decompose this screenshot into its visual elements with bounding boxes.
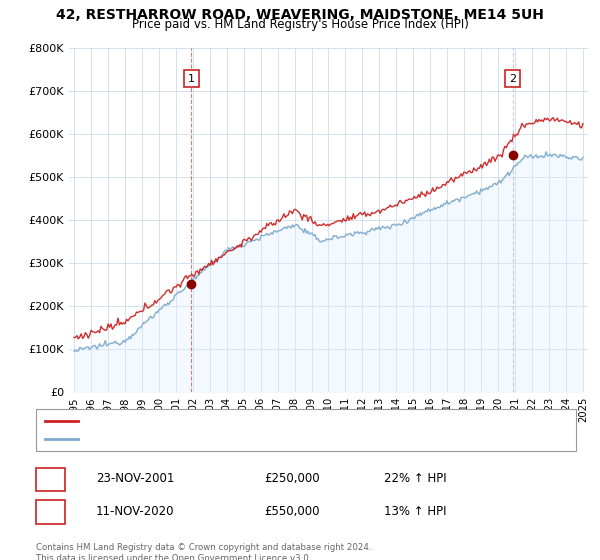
Text: 1: 1 (188, 73, 194, 83)
Text: 23-NOV-2001: 23-NOV-2001 (96, 472, 175, 486)
Text: 13% ↑ HPI: 13% ↑ HPI (384, 505, 446, 518)
Text: £550,000: £550,000 (264, 505, 320, 518)
Text: 42, RESTHARROW ROAD, WEAVERING, MAIDSTONE, ME14 5UH: 42, RESTHARROW ROAD, WEAVERING, MAIDSTON… (56, 8, 544, 22)
Text: 2: 2 (509, 73, 517, 83)
Text: Price paid vs. HM Land Registry's House Price Index (HPI): Price paid vs. HM Land Registry's House … (131, 18, 469, 31)
Text: 22% ↑ HPI: 22% ↑ HPI (384, 472, 446, 486)
Text: 1: 1 (46, 472, 55, 486)
Text: 42, RESTHARROW ROAD, WEAVERING, MAIDSTONE, ME14 5UH (detached house): 42, RESTHARROW ROAD, WEAVERING, MAIDSTON… (84, 416, 488, 426)
Text: 11-NOV-2020: 11-NOV-2020 (96, 505, 175, 518)
Text: HPI: Average price, detached house, Maidstone: HPI: Average price, detached house, Maid… (84, 434, 320, 444)
Text: £250,000: £250,000 (264, 472, 320, 486)
Text: Contains HM Land Registry data © Crown copyright and database right 2024.
This d: Contains HM Land Registry data © Crown c… (36, 543, 371, 560)
Text: 2: 2 (46, 505, 55, 518)
